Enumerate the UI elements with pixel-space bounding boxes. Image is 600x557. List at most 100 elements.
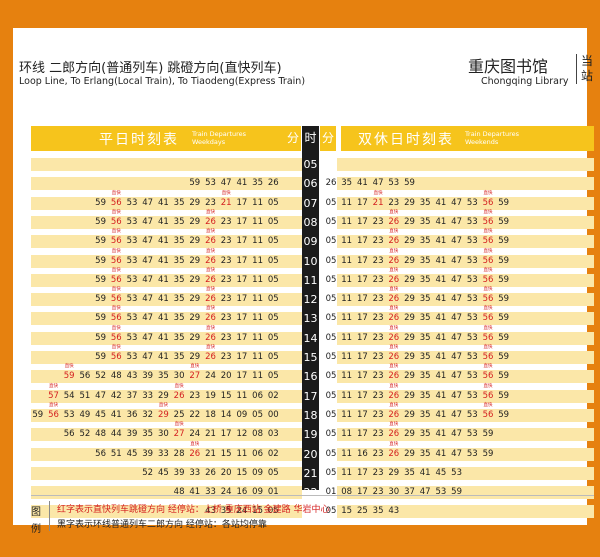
departure-minute: 05 [267,294,279,305]
departure-minute: 54 [63,390,75,401]
departure-minute: 41 [435,236,447,247]
express-mark: 直快 [389,209,399,215]
departure-minute: 35 [173,197,185,208]
departure-minute: 29 [189,274,201,285]
express-departure: 56 直快 [107,249,125,268]
departure-minute: 35 [419,409,431,420]
departure-minute: 35 [341,178,353,189]
departure-minute: 41 [157,197,169,208]
departure-minute: 19 [205,390,216,401]
local-departure: 18 [202,409,220,422]
local-departure: 29 [401,255,419,268]
departure-minute: 05 [267,467,279,478]
local-departure: 29 [385,467,403,480]
local-departure: 48 [92,428,110,441]
departure-minute: 45 [435,467,447,478]
local-departure: 53 [123,332,141,345]
departure-minute: 28 [173,448,185,459]
local-departure: 05 [322,409,340,422]
local-departure: 35 [170,216,188,229]
local-departure: 23 [369,448,387,461]
departure-minute: 39 [142,448,154,459]
local-departure: 41 [154,197,172,210]
weekday-row-stripe [31,370,302,384]
departure-minute: 26 [205,236,216,247]
express-departure: 56 直快 [107,229,125,248]
weekend-row-stripe [337,370,594,384]
local-departure: 05 [322,505,340,518]
local-departure: 59 [495,274,513,287]
weekday-row-stripe [31,331,302,345]
local-departure: 23 [217,255,235,268]
departure-minute: 26 [388,448,400,459]
departure-minute: 12 [236,429,248,440]
express-departure: 26 直快 [385,422,403,441]
express-departure: 56 直快 [479,384,497,403]
departure-minute: 25 [356,506,368,517]
weekday-header-english-2: Weekdays [192,138,226,146]
departure-minute: 29 [404,216,415,227]
departure-minute: 23 [372,467,384,478]
express-departure: 27 直快 [186,364,204,383]
departure-minute: 35 [220,506,232,517]
departure-minute: 47 [451,352,462,362]
departure-minute: 20 [220,467,232,478]
departure-minute: 53 [126,197,138,208]
local-departure: 23 [369,293,387,306]
departure-minute: 24 [236,506,248,517]
departure-minute: 27 [173,429,185,440]
local-departure: 23 [369,370,387,383]
local-departure: 53 [60,409,78,422]
local-departure: 02 [264,390,282,403]
local-departure: 53 [202,177,220,190]
local-departure: 05 [264,293,282,306]
local-departure: 59 [495,390,513,403]
departure-minute: 23 [220,352,232,362]
departure-minute: 56 [482,216,494,227]
express-mark: 直快 [389,306,399,312]
local-departure: 29 [401,235,419,248]
express-departure: 21 直快 [217,191,235,210]
departure-minute: 35 [173,255,185,266]
departure-minute: 27 [189,371,201,382]
departure-minute: 30 [157,429,169,440]
hour-cell: 15 [303,351,318,364]
local-departure: 41 [432,197,450,210]
departure-minute: 11 [252,236,263,247]
departure-minute: 59 [95,197,106,208]
departure-minute: 23 [372,294,384,305]
local-departure: 15 [338,505,356,518]
local-departure: 21 [202,448,220,461]
local-departure: 35 [416,197,434,210]
departure-minute: 23 [372,487,384,498]
weekend-row-stripe [337,235,594,249]
departure-minute: 41 [419,467,431,478]
departure-minute: 41 [157,352,169,362]
departure-minute: 45 [126,448,138,459]
departure-minute: 26 [388,409,400,420]
local-departure: 48 [170,486,188,499]
departure-minute: 56 [482,255,494,266]
local-departure: 35 [217,505,235,518]
station-divider [576,54,577,84]
departure-minute: 56 [110,255,122,266]
local-departure: 41 [107,409,125,422]
local-departure: 29 [401,409,419,422]
local-departure: 59 [495,235,513,248]
local-departure: 23 [217,293,235,306]
departure-minute: 59 [95,313,106,324]
local-departure: 16 [233,486,251,499]
local-departure: 59 [495,197,513,210]
departure-minute: 23 [205,197,216,208]
departure-minute: 53 [63,409,75,420]
local-departure: 23 [369,467,387,480]
local-departure: 30 [170,370,188,383]
local-departure: 33 [186,467,204,480]
departure-minute: 59 [95,236,106,247]
departure-minute: 05 [325,294,337,305]
express-mark: 直快 [111,287,121,293]
local-departure: 53 [463,235,481,248]
local-departure: 16 [353,448,371,461]
departure-minute: 53 [466,255,478,266]
local-departure: 47 [139,293,157,306]
